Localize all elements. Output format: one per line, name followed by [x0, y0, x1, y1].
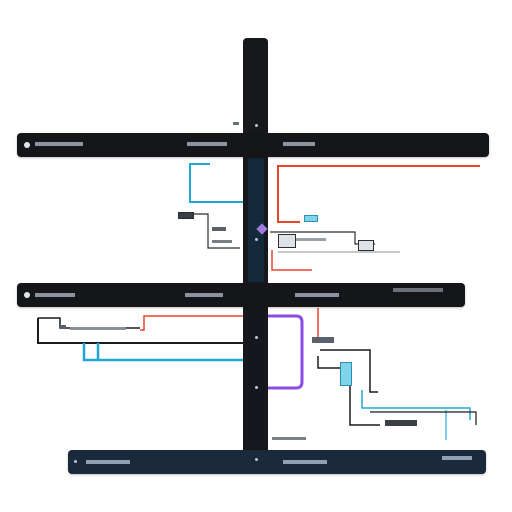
upper-left-chip[interactable] — [178, 212, 194, 219]
upper-cluster-label — [212, 240, 232, 243]
bottom-bar-left-label — [86, 460, 130, 464]
spine-dot-mid — [255, 336, 258, 339]
purple-wire — [268, 314, 304, 390]
spine-dot-bottom — [255, 458, 258, 461]
spine-dot-lower — [255, 386, 258, 389]
tick-top — [233, 122, 239, 125]
top-bar-right-label — [283, 142, 315, 146]
bottom-floating-label — [272, 437, 306, 440]
right-dark-chip[interactable] — [385, 420, 417, 426]
top-bar[interactable] — [17, 133, 489, 157]
top-bar-left-label — [35, 142, 83, 146]
bottom-bar[interactable] — [68, 450, 486, 474]
middle-bar-left-label — [35, 293, 75, 297]
bottom-bar-center-label — [283, 460, 327, 464]
spine-dot-top — [255, 124, 258, 127]
middle-bar-status-dot — [24, 292, 30, 298]
cyan-node-chip[interactable] — [304, 215, 318, 222]
right-black-chip[interactable] — [312, 337, 334, 343]
top-bar-status-dot — [24, 142, 30, 148]
cyan-wire-lower — [82, 343, 243, 362]
bottom-bar-dot — [74, 460, 77, 463]
red-wire-lower — [140, 315, 243, 331]
middle-bar[interactable] — [17, 283, 465, 307]
right-cyan-chip[interactable] — [340, 362, 352, 386]
middle-bar-right-label — [295, 293, 339, 297]
middle-bar-far-right-label — [393, 288, 443, 292]
top-bar-center-label — [187, 142, 227, 146]
upper-small-chip — [212, 227, 226, 231]
spine-segment-lower — [248, 310, 264, 445]
lower-cluster-label — [70, 327, 126, 330]
lower-left-chip — [60, 325, 66, 329]
black-wire-right-outer — [370, 411, 477, 425]
spine-segment-upper — [248, 158, 264, 282]
black-wire-lower-left — [37, 318, 243, 344]
upper-right-chip[interactable] — [358, 240, 374, 251]
bottom-bar-right-label — [442, 456, 472, 460]
cyan-wire-upper — [189, 163, 243, 203]
spine-dot-upper — [255, 238, 258, 241]
red-wire-small — [271, 250, 312, 271]
red-wire-upper — [277, 165, 480, 223]
gray-wire-upper-left — [190, 213, 240, 249]
upper-box-chip[interactable] — [278, 234, 296, 248]
cyan-wire-right — [361, 390, 471, 420]
upper-box-label — [296, 238, 326, 241]
middle-bar-center-label — [185, 293, 223, 297]
black-wire-right — [320, 349, 378, 393]
